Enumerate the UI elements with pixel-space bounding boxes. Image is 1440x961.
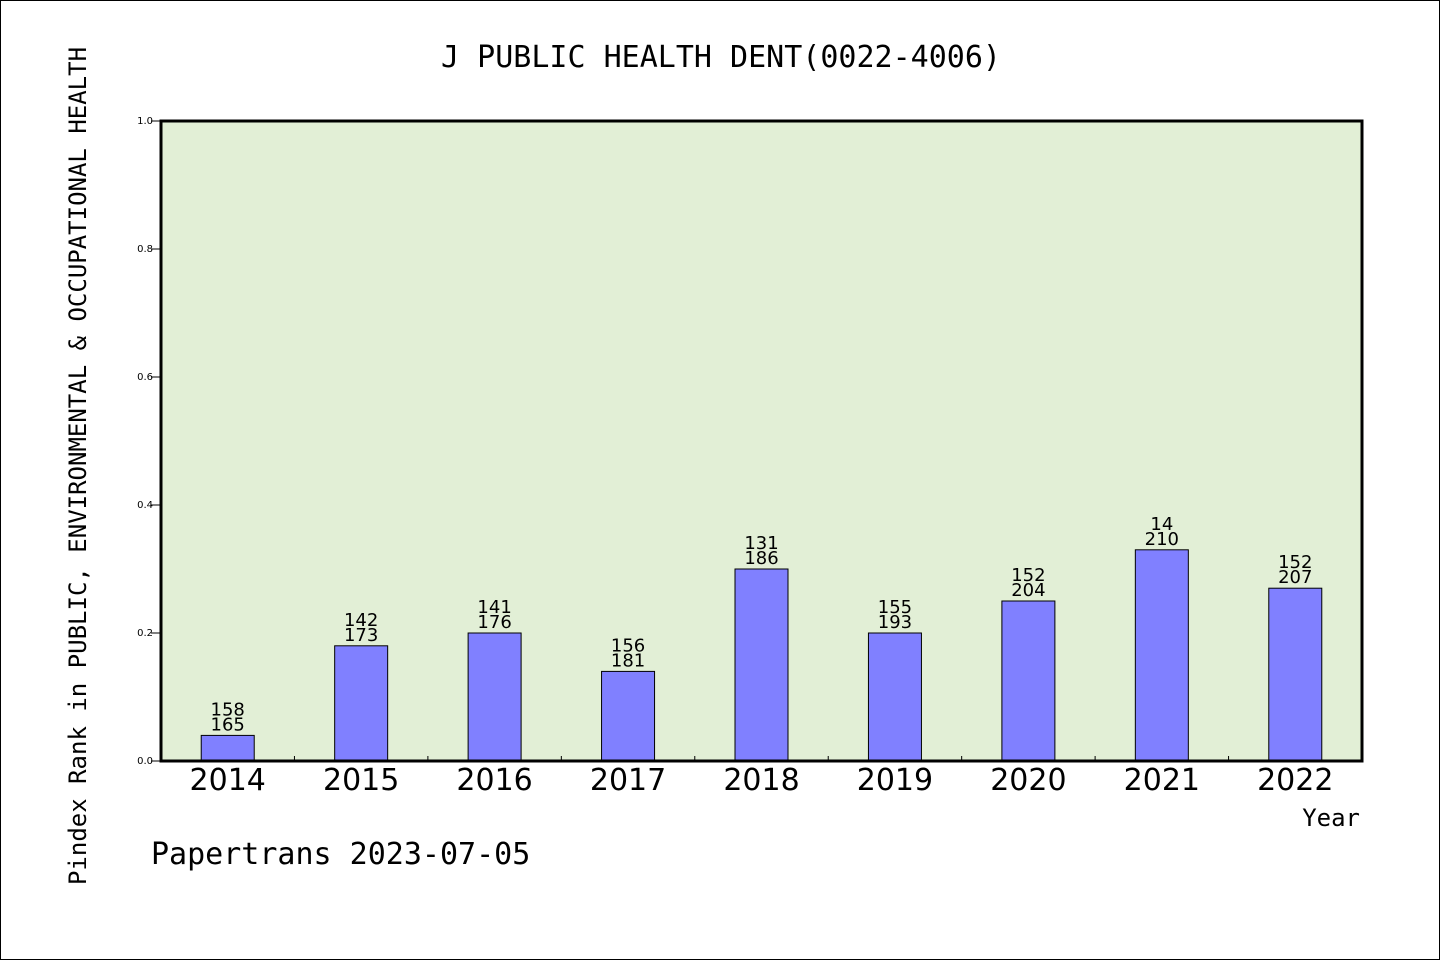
rank-label-2022: 152 [1278, 552, 1312, 573]
bar-2020 [1001, 600, 1056, 762]
y-tick-label: 0.0 [137, 756, 153, 767]
total-label-2014: 165 [211, 714, 245, 735]
y-axis-label: Pindex Rank in PUBLIC, ENVIRONMENTAL & O… [64, 47, 92, 885]
x-axis-label: Year [1302, 804, 1360, 832]
y-tick-label: 1.0 [137, 116, 153, 127]
rank-label-2016: 141 [477, 597, 511, 618]
rank-label-2015: 142 [344, 610, 378, 631]
rank-label-2017: 156 [611, 635, 645, 656]
x-tick-label-2018: 2018 [723, 763, 799, 798]
y-tick-label: 0.4 [137, 500, 153, 511]
bar-2018 [734, 568, 789, 762]
y-ticks: 0.0 0.2 0.4 0.6 0.8 1.0 [137, 116, 161, 767]
bar-2021 [1134, 549, 1189, 762]
y-tick-label: 0.2 [137, 628, 153, 639]
x-tick-label-2022: 2022 [1257, 763, 1333, 798]
rank-label-2014: 158 [211, 699, 245, 720]
rank-label-2020: 152 [1011, 565, 1045, 586]
x-tick-label-2015: 2015 [323, 763, 399, 798]
bar-2016 [467, 632, 522, 762]
x-tick-label-2021: 2021 [1124, 763, 1200, 798]
chart-title: J PUBLIC HEALTH DENT(0022-4006) [441, 40, 1001, 75]
y-tick-label: 0.8 [137, 244, 153, 255]
total-label-2022: 207 [1278, 567, 1312, 588]
total-label-2019: 193 [878, 612, 912, 633]
total-label-2018: 186 [744, 548, 778, 569]
total-label-2017: 181 [611, 650, 645, 671]
bar-2017 [601, 670, 656, 762]
rank-label-2018: 131 [744, 533, 778, 554]
plot-border [159, 119, 1364, 763]
bar-2022 [1268, 587, 1323, 762]
footer-credit: Papertrans 2023-07-05 [151, 837, 530, 872]
x-tick-labels: 2014 2015 2016 2017 2018 2019 2020 2021 2022 [190, 763, 1334, 798]
total-label-2021: 210 [1145, 529, 1179, 550]
x-tick-label-2019: 2019 [857, 763, 933, 798]
data-labels: 1581651421731411761561811311861551931522… [211, 514, 1313, 736]
x-tick-label-2014: 2014 [190, 763, 266, 798]
x-tick-label-2017: 2017 [590, 763, 666, 798]
rank-label-2021: 14 [1150, 514, 1173, 535]
total-label-2020: 204 [1011, 580, 1045, 601]
x-tick-label-2016: 2016 [456, 763, 532, 798]
bars [200, 549, 1323, 762]
y-tick-label: 0.6 [137, 372, 153, 383]
total-label-2016: 176 [477, 612, 511, 633]
bar-2019 [867, 632, 922, 762]
total-label-2015: 173 [344, 625, 378, 646]
bar-2015 [334, 645, 389, 762]
bar-2014 [200, 734, 255, 762]
rank-label-2019: 155 [878, 597, 912, 618]
x-tick-label-2020: 2020 [990, 763, 1066, 798]
